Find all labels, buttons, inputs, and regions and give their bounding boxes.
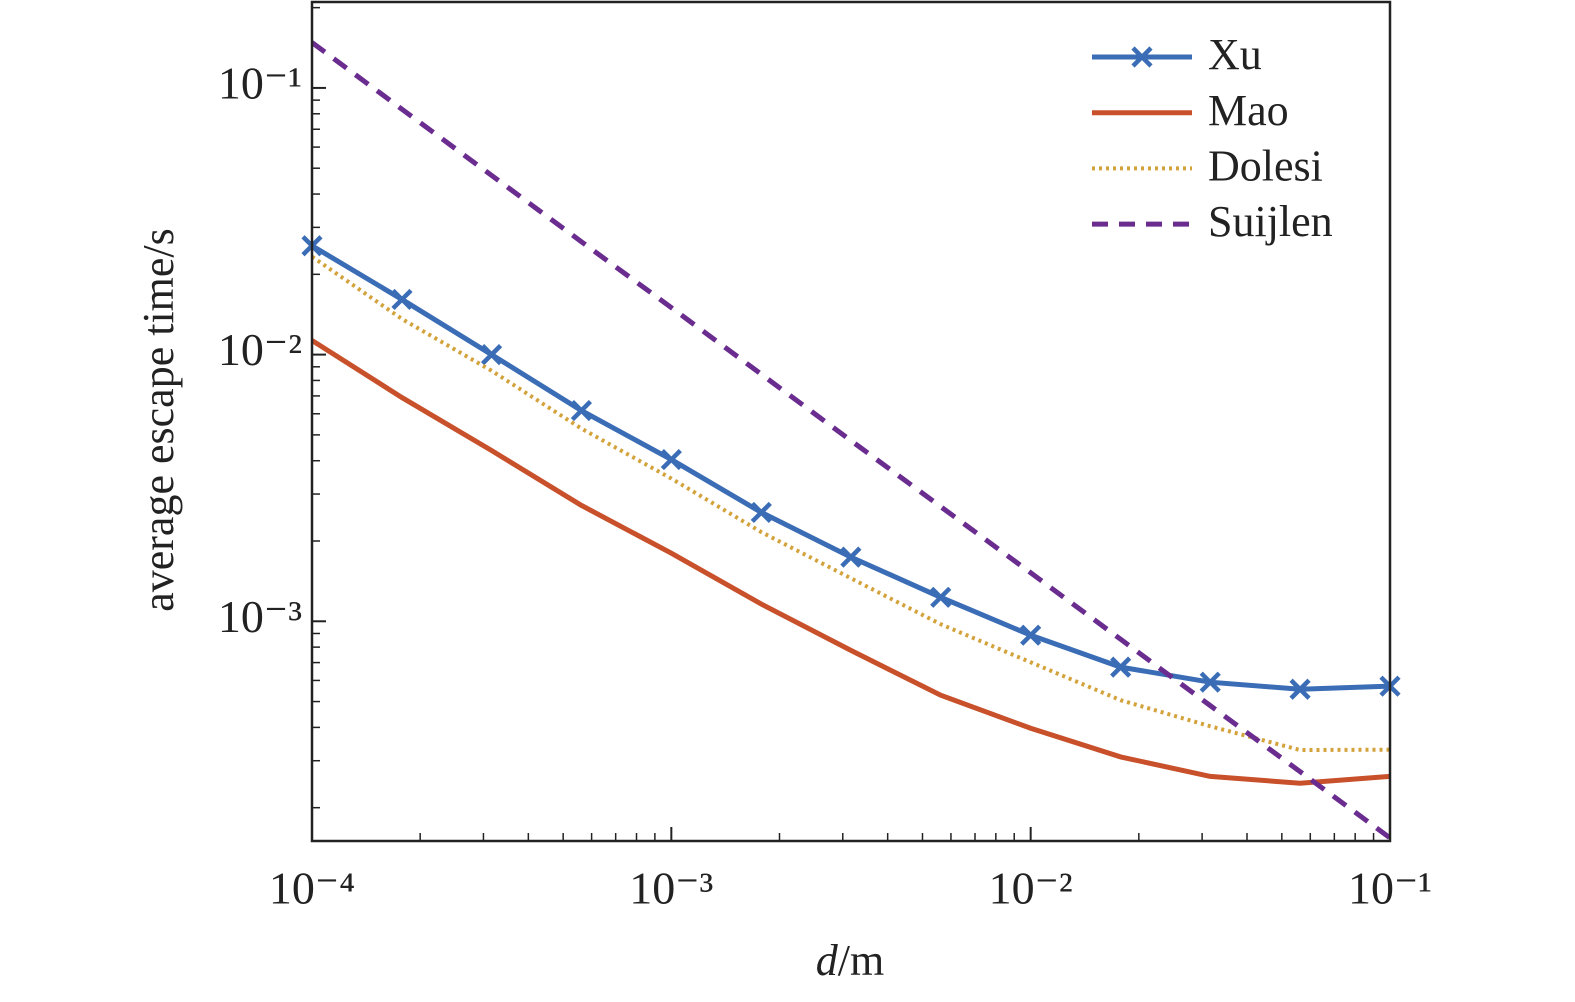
- marker: [570, 399, 592, 422]
- marker: [391, 288, 413, 311]
- x-tick-label: 10⁻⁴: [269, 863, 355, 914]
- x-axis-label: d/m: [816, 936, 884, 985]
- series-line: [312, 254, 1390, 753]
- y-tick-label: 10⁻²: [218, 324, 302, 375]
- legend-label: Suijlen: [1208, 197, 1333, 246]
- series-line: [312, 338, 1390, 786]
- marker: [840, 546, 862, 568]
- plot-frame: [310, 0, 1392, 843]
- series-line: [312, 243, 1390, 692]
- y-tick-label: 10⁻¹: [218, 57, 302, 108]
- marker: [750, 501, 772, 524]
- legend-marker: [1131, 46, 1153, 68]
- marker: [1110, 656, 1132, 678]
- y-axis-label: average escape time/s: [134, 228, 183, 612]
- series-line: [312, 40, 1390, 840]
- marker: [930, 586, 952, 608]
- marker: [660, 448, 682, 471]
- x-tick-label: 10⁻²: [989, 863, 1073, 914]
- x-tick-label: 10⁻¹: [1348, 863, 1432, 914]
- legend-label: Mao: [1208, 86, 1289, 135]
- y-tick-label: 10⁻³: [218, 591, 302, 642]
- marker: [480, 344, 503, 366]
- marker: [1289, 678, 1311, 700]
- marker: [1199, 671, 1221, 693]
- legend-label: Xu: [1208, 30, 1262, 79]
- marker: [1020, 624, 1042, 646]
- legend-label: Dolesi: [1208, 141, 1323, 190]
- x-tick-label: 10⁻³: [629, 863, 713, 914]
